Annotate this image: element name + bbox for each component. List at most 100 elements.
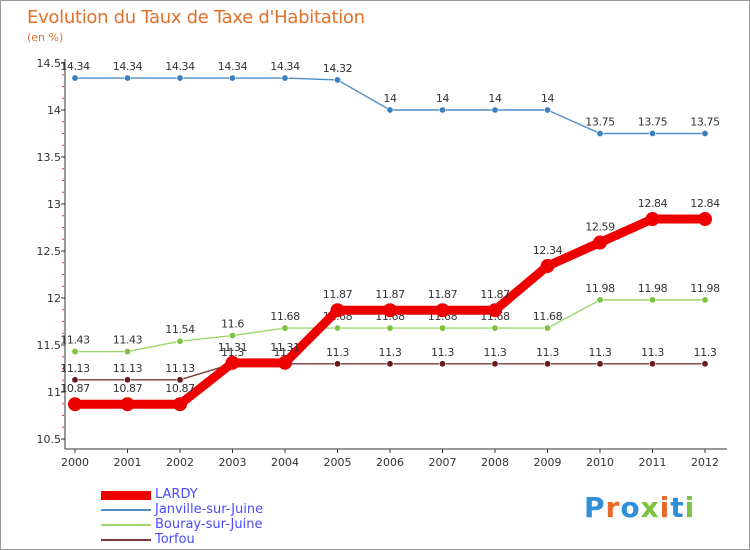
data-label-janville-sur-juine: 14.34 <box>60 60 90 73</box>
y-tick-label: 12.5 <box>37 245 62 258</box>
data-point-lardy <box>383 303 397 318</box>
data-point-torfou <box>333 360 341 368</box>
data-point-bouray-sur-juine <box>176 337 184 345</box>
x-tick-label: 2008 <box>481 456 509 469</box>
data-point-janville-sur-juine <box>124 74 132 82</box>
legend-label: Bouray-sur-Juine <box>155 517 263 532</box>
data-point-bouray-sur-juine <box>648 296 656 304</box>
data-point-torfou <box>701 360 709 368</box>
data-label-lardy: 11.87 <box>480 288 510 301</box>
data-point-janville-sur-juine <box>176 74 184 82</box>
logo-letter: P <box>584 491 606 524</box>
data-point-torfou <box>176 376 184 384</box>
data-label-lardy: 12.84 <box>690 197 720 210</box>
legend-swatch <box>101 509 151 511</box>
y-tick-label: 10.5 <box>37 433 62 446</box>
data-label-bouray-sur-juine: 11.68 <box>533 310 563 323</box>
data-point-bouray-sur-juine <box>438 324 446 332</box>
data-point-janville-sur-juine <box>281 74 289 82</box>
y-tick-label: 13.5 <box>37 151 62 164</box>
data-point-bouray-sur-juine <box>229 332 237 340</box>
data-label-torfou: 11.13 <box>60 362 90 375</box>
data-point-lardy <box>645 212 660 227</box>
data-point-bouray-sur-juine <box>281 324 289 332</box>
data-label-torfou: 11.13 <box>113 362 143 375</box>
data-point-lardy <box>330 303 345 318</box>
data-point-torfou <box>438 360 446 368</box>
data-point-lardy <box>488 303 502 318</box>
data-point-lardy <box>225 355 240 370</box>
legend-swatch <box>101 524 151 526</box>
data-label-torfou: 11.3 <box>589 346 612 359</box>
data-label-lardy: 10.87 <box>165 382 195 395</box>
data-label-lardy: 11.87 <box>323 288 353 301</box>
data-label-torfou: 11.3 <box>221 346 244 359</box>
data-label-janville-sur-juine: 14.34 <box>165 60 195 73</box>
data-point-janville-sur-juine <box>648 130 656 138</box>
logo-letter: t <box>670 491 685 524</box>
x-tick-label: 2001 <box>114 456 142 469</box>
data-point-janville-sur-juine <box>71 74 79 82</box>
x-tick-label: 2002 <box>166 456 194 469</box>
data-point-janville-sur-juine <box>333 76 341 84</box>
legend-label: Torfou <box>155 532 195 547</box>
x-tick-label: 2006 <box>376 456 404 469</box>
data-point-lardy <box>278 355 292 370</box>
logo-letter: x <box>640 491 660 524</box>
x-tick-label: 2012 <box>691 456 719 469</box>
data-label-bouray-sur-juine: 11.68 <box>270 310 300 323</box>
data-point-bouray-sur-juine <box>596 296 604 304</box>
proxiti-logo: Proxiti <box>584 491 695 524</box>
data-label-torfou: 11.3 <box>431 346 454 359</box>
x-tick-label: 2003 <box>219 456 247 469</box>
data-point-bouray-sur-juine <box>333 324 341 332</box>
data-label-janville-sur-juine: 14.34 <box>270 60 300 73</box>
x-tick-label: 2010 <box>586 456 614 469</box>
data-point-lardy <box>120 397 135 412</box>
data-label-janville-sur-juine: 14 <box>436 92 450 105</box>
data-label-janville-sur-juine: 14 <box>541 92 555 105</box>
data-label-torfou: 11.3 <box>484 346 507 359</box>
data-label-torfou: 11.3 <box>536 346 559 359</box>
data-point-janville-sur-juine <box>438 106 446 114</box>
data-point-janville-sur-juine <box>229 74 237 82</box>
data-point-torfou <box>596 360 604 368</box>
data-label-lardy: 11.87 <box>428 288 458 301</box>
data-point-janville-sur-juine <box>543 106 551 114</box>
x-tick-label: 2009 <box>534 456 562 469</box>
logo-letter: i <box>684 491 696 524</box>
data-label-bouray-sur-juine: 11.98 <box>585 282 615 295</box>
y-tick-label: 12 <box>47 292 61 305</box>
x-tick-label: 2011 <box>639 456 667 469</box>
legend-swatch <box>101 490 151 500</box>
data-label-janville-sur-juine: 13.75 <box>585 116 615 129</box>
x-tick-label: 2005 <box>324 456 352 469</box>
data-label-bouray-sur-juine: 11.98 <box>638 282 668 295</box>
legend-swatch <box>101 539 151 541</box>
unit-label: (en %) <box>27 31 64 44</box>
y-tick-label: 13 <box>47 198 61 211</box>
data-point-bouray-sur-juine <box>386 324 394 332</box>
data-label-bouray-sur-juine: 11.43 <box>113 334 143 347</box>
data-point-bouray-sur-juine <box>71 348 79 356</box>
data-point-bouray-sur-juine <box>701 296 709 304</box>
x-tick-label: 2007 <box>429 456 457 469</box>
data-point-lardy <box>540 259 555 274</box>
logo-letter: r <box>605 491 621 524</box>
data-point-torfou <box>491 360 499 368</box>
data-label-janville-sur-juine: 14.34 <box>218 60 248 73</box>
data-label-lardy: 12.59 <box>585 221 615 234</box>
x-tick-label: 2004 <box>271 456 299 469</box>
chart-title: Evolution du Taux de Taxe d'Habitation <box>27 7 365 28</box>
data-point-torfou <box>543 360 551 368</box>
data-label-lardy: 11.31 <box>270 341 300 354</box>
data-point-lardy <box>173 397 187 412</box>
data-label-lardy: 12.84 <box>638 197 668 210</box>
data-label-janville-sur-juine: 13.75 <box>638 116 668 129</box>
data-label-janville-sur-juine: 13.75 <box>690 116 720 129</box>
data-label-lardy: 12.34 <box>533 244 563 257</box>
data-point-torfou <box>71 376 79 384</box>
data-label-lardy: 11.87 <box>375 288 405 301</box>
data-label-janville-sur-juine: 14.32 <box>323 62 353 75</box>
